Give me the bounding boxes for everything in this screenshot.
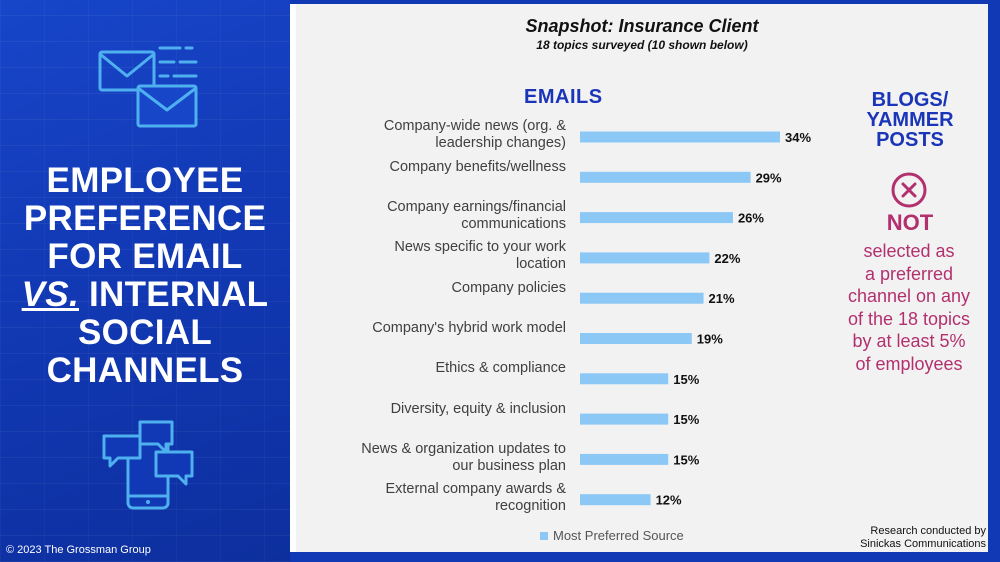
category-label-line: News & organization updates to [361,440,566,457]
desc-line: of the 18 topics [847,308,971,329]
category-label-line: Ethics & compliance [435,360,566,377]
legend-label: Most Preferred Source [553,528,684,543]
category-label: Diversity, equity & inclusion [316,401,566,418]
bar [580,252,710,264]
bar [580,494,651,506]
category-label-line: location [516,256,566,273]
data-label: 21% [709,291,735,306]
top-border [290,0,1000,4]
right-border [988,0,1000,562]
category-label: Company earnings/financial communications [316,199,566,233]
title-line: CHANNELS [46,351,244,390]
category-label: Company's hybrid work model [316,320,566,337]
email-envelopes-icon [98,46,198,128]
desc-line: a preferred [864,263,954,284]
left-panel: EMPLOYEE PREFERENCE FOR EMAIL VS. INTERN… [0,0,290,562]
category-label: Ethics & compliance [316,360,566,377]
bar [580,413,669,425]
category-label-line: External company awards & [385,481,566,497]
data-label: 15% [673,412,699,427]
data-label: 12% [656,493,682,508]
category-label-line: Company benefits/wellness [389,158,566,175]
data-label: 15% [673,452,699,467]
snapshot-subtitle: 18 topics surveyed (10 shown below) [536,38,748,52]
emails-heading: EMAILS [524,86,603,108]
category-label-line: leadership changes) [435,135,566,152]
main-title: EMPLOYEE PREFERENCE FOR EMAIL VS. INTERN… [0,162,290,390]
not-selected-description: selected as a preferred channel on any o… [830,240,988,375]
bar [580,131,780,143]
title-line: FOR EMAIL [47,237,243,276]
data-label: 19% [697,332,723,347]
title-vs: VS. [21,275,79,314]
category-label-line: Company-wide news (org. & [383,118,566,135]
data-label: 29% [756,170,782,185]
category-label: Company-wide news (org. & leadership chan… [316,118,566,152]
desc-line: selected as [863,241,955,261]
chart-legend: Most Preferred Source [540,528,684,543]
title-internal: INTERNAL [78,275,269,314]
title-line: PREFERENCE [23,199,267,238]
phone-chat-bubbles-icon [102,420,194,510]
data-label: 15% [673,372,699,387]
bottom-border [290,552,1000,562]
category-label-line: recognition [495,498,566,514]
category-label: News specific to your work location [316,239,566,273]
blogs-yammer-heading: BLOGS/ YAMMER POSTS [838,90,982,150]
bar [580,292,704,304]
category-label: Company policies [316,280,566,297]
data-label: 22% [714,251,740,266]
bar [580,373,669,385]
legend-swatch [540,531,548,540]
research-line: Research conducted by [870,525,986,537]
data-label: 34% [785,130,811,145]
category-label-line: News specific to your work [394,239,566,256]
category-label-line: communications [461,215,566,232]
data-label: 26% [738,211,764,226]
category-label-line: Company policies [451,279,566,296]
category-label: Company benefits/wellness [316,159,566,176]
snapshot-title: Snapshot: Insurance Client [525,16,759,36]
title-line: SOCIAL [77,313,213,352]
title-line: EMPLOYEE [46,161,244,200]
bar [580,333,692,344]
desc-line: of employees [855,353,963,374]
blogs-heading-line: BLOGS/ [871,89,949,111]
not-label: NOT [886,210,934,235]
category-label-line: our business plan [452,457,566,474]
desc-line: by at least 5% [852,331,966,351]
research-credit: Research conducted by Sinickas Communica… [820,525,986,551]
blogs-heading-line: POSTS [876,129,944,151]
blogs-heading-line: YAMMER [866,109,954,131]
category-label: External company awards & recognition [316,481,566,515]
bar [580,171,751,183]
copyright-text: © 2023 The Grossman Group [6,544,151,556]
title-line: VS. INTERNAL [0,276,290,314]
category-label: News & organization updates to our busine… [316,441,566,475]
bar [580,212,733,224]
category-label-line: Diversity, equity & inclusion [390,400,566,417]
bar [580,453,669,465]
research-line: Sinickas Communications [860,538,986,550]
desc-line: channel on any [847,286,971,306]
bar-chart: 34% 29% 26% 22% 21% 19% 15% 15% 15% 12% [580,130,811,508]
category-label-line: Company earnings/financial [387,198,566,215]
category-label-line: Company's hybrid work model [372,320,566,336]
circle-x-icon [891,172,927,208]
